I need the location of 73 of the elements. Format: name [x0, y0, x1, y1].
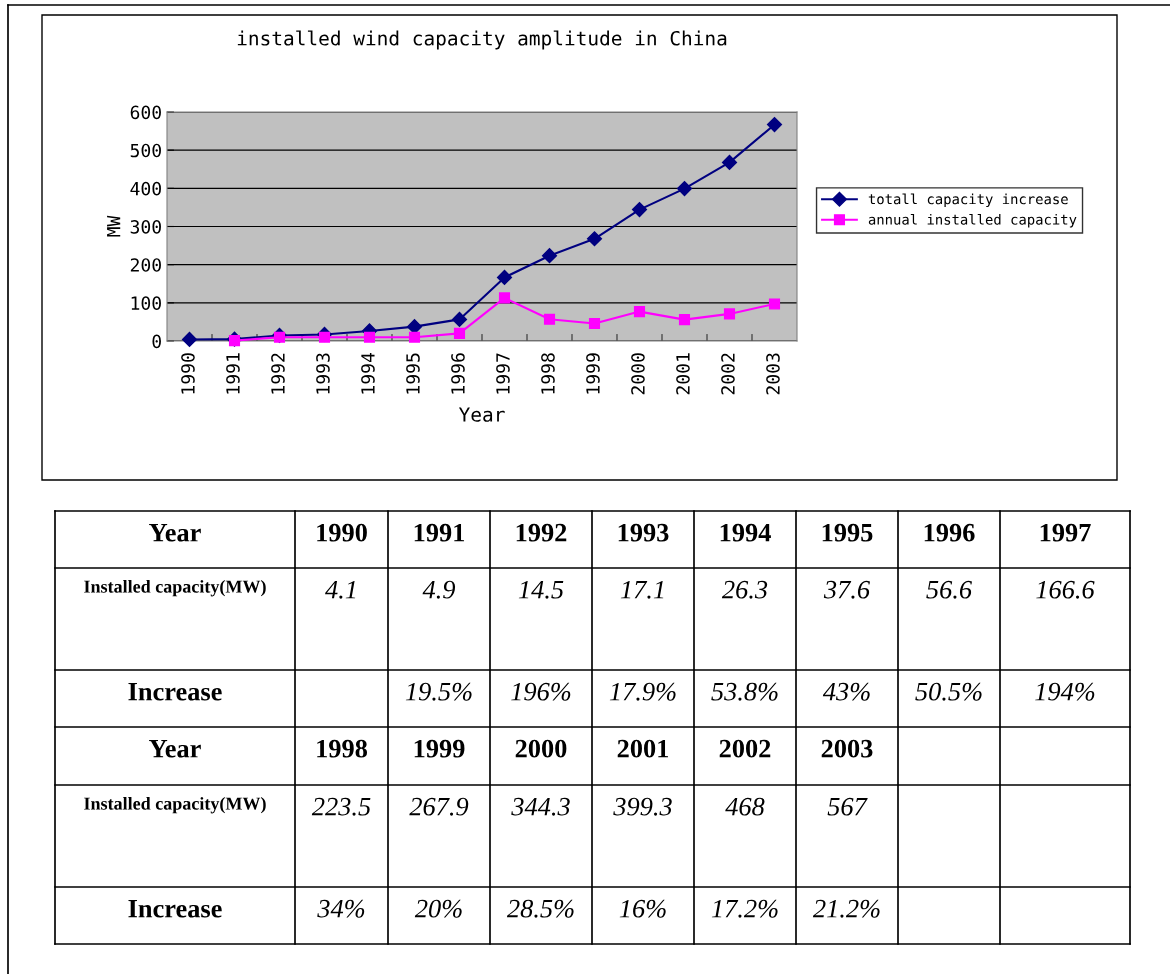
text: 17.2% — [711, 899, 778, 918]
text: 19.5% — [405, 682, 472, 701]
text: 56.6 — [926, 580, 972, 599]
legend-label: annual installed capacity — [868, 213, 1077, 228]
y-tick-label: 300 — [130, 220, 161, 234]
x-tick-label: 1993 — [316, 353, 330, 394]
text: 21.2% — [812, 899, 880, 918]
text: 20% — [414, 899, 462, 918]
category-label: 2001 — [617, 739, 669, 758]
text: 4.1 — [325, 580, 356, 599]
text: 17.1 — [620, 580, 664, 599]
x-tick-label: 1997 — [496, 353, 510, 394]
chart-title: installed wind capacity amplitude in China — [237, 30, 727, 50]
x-tick-label: 1998 — [541, 353, 555, 394]
text: 17.9% — [609, 682, 676, 701]
text: 468 — [725, 797, 765, 816]
y-tick-label: 500 — [130, 143, 161, 158]
category-label: 1991 — [414, 523, 465, 542]
text: Year — [149, 524, 201, 542]
y-tick-label: 600 — [130, 105, 161, 120]
y-tick-label: 200 — [130, 258, 161, 272]
category-label: 1996 — [924, 523, 975, 542]
text: 43% — [822, 682, 870, 701]
x-tick-label: 1991 — [226, 353, 240, 394]
y-tick-label: 400 — [130, 181, 161, 196]
text: 194% — [1035, 682, 1095, 701]
y-axis-title: MW — [107, 215, 121, 237]
text: 50.5% — [915, 682, 982, 701]
text: 34% — [317, 899, 365, 918]
category-label: 1992 — [516, 523, 567, 542]
category-label: 2003 — [821, 739, 873, 758]
y-tick-label: 100 — [131, 296, 161, 310]
x-tick-label: 2001 — [676, 353, 690, 395]
x-tick-label: 2000 — [631, 353, 645, 395]
x-tick-label: 1992 — [271, 353, 285, 394]
x-tick-label: 1996 — [451, 353, 465, 394]
category-label: 1995 — [822, 523, 873, 542]
text: Installed capacity(MW) — [84, 580, 266, 597]
x-tick-label: 1995 — [406, 353, 420, 394]
legend-label: totall capacity increase — [868, 193, 1068, 207]
text: 223.5 — [311, 797, 371, 816]
text: 37.6 — [823, 580, 870, 599]
text: 53.8% — [711, 682, 778, 701]
category-label: 1994 — [720, 523, 771, 542]
text: 4.9 — [422, 580, 456, 599]
text: Increase — [128, 683, 222, 701]
text: 399.3 — [613, 797, 672, 816]
x-tick-label: 2002 — [721, 353, 735, 395]
text: 196% — [511, 682, 571, 701]
category-label: 1997 — [1040, 523, 1091, 542]
category-label: 2000 — [515, 739, 567, 758]
x-tick-label: 1999 — [586, 353, 600, 394]
x-tick-label: 1990 — [181, 353, 195, 394]
x-tick-label: 1994 — [361, 352, 375, 394]
text: 14.5 — [518, 580, 564, 599]
x-tick-label: 2003 — [766, 353, 780, 395]
text: 26.3 — [721, 580, 768, 599]
category-label: 1990 — [317, 523, 367, 542]
text: 16% — [619, 899, 666, 918]
text: 28.5% — [506, 899, 574, 918]
text: Installed capacity(MW) — [84, 797, 266, 814]
text: 344.3 — [511, 797, 570, 816]
category-label: 1998 — [317, 739, 368, 758]
category-label: 2002 — [719, 739, 771, 758]
category-label: 1993 — [618, 523, 669, 542]
y-tick-label: 0 — [152, 334, 161, 349]
category-label: 1999 — [414, 739, 465, 758]
text: 267.9 — [409, 797, 469, 816]
text: 567 — [827, 797, 868, 816]
text: Increase — [128, 900, 222, 918]
text: Year — [149, 740, 201, 758]
text: 166.6 — [1036, 580, 1095, 599]
x-axis-title: Year — [458, 407, 505, 422]
